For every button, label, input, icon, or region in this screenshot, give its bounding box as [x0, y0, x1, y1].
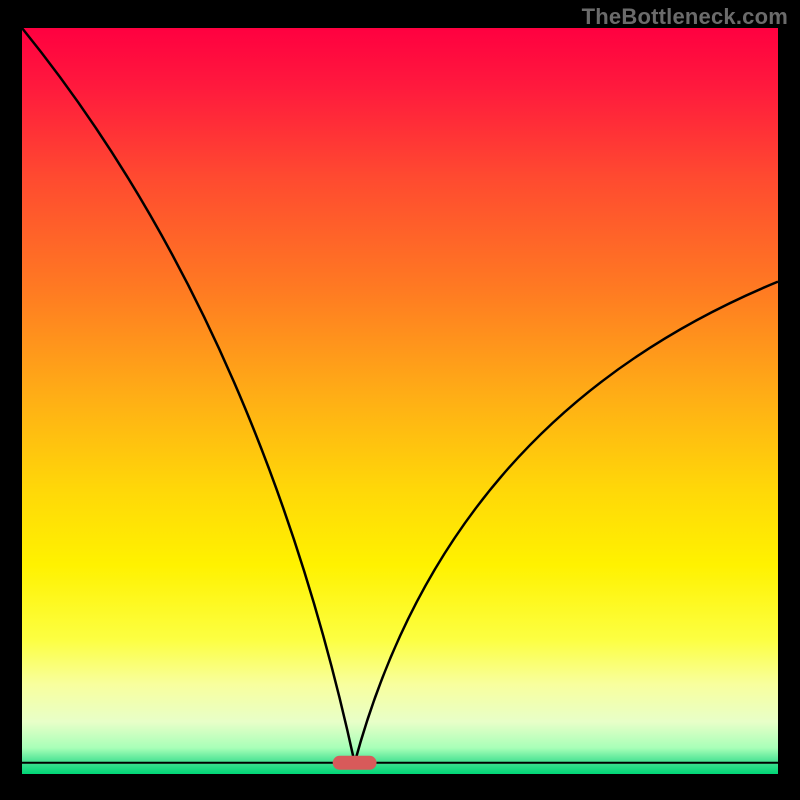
- optimal-marker: [333, 756, 377, 770]
- chart-root: TheBottleneck.com: [0, 0, 800, 800]
- plot-area: [22, 28, 778, 774]
- watermark-text: TheBottleneck.com: [582, 4, 788, 30]
- chart-svg: [0, 0, 800, 800]
